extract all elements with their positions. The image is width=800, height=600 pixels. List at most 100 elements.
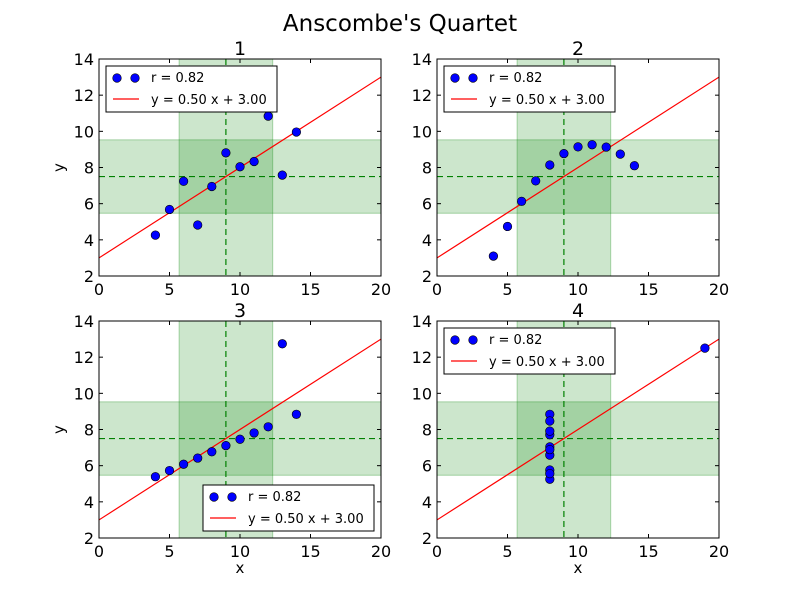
legend-label-fit: y = 0.50 x + 3.00	[489, 355, 605, 370]
y-tick-label: 2	[84, 267, 94, 286]
y-tick-label: 6	[84, 457, 94, 476]
data-point	[193, 453, 203, 463]
data-point	[502, 221, 513, 232]
y-tick-label: 6	[422, 195, 432, 214]
data-point	[700, 343, 710, 353]
subplot-4: 0 5 10 15 20 2 4 6 8 10 12 14 4 x r = 0.82 y = 0.50 x +…	[412, 300, 730, 577]
x-tick-label: 10	[230, 280, 250, 299]
data-point	[291, 409, 302, 419]
data-point	[559, 148, 569, 159]
x-tick-label: 0	[94, 542, 104, 561]
subplot-2: 0 5 10 15 20 2 4 6 8 10 12 14 2 r = 0.82 y = 0.50 x + …	[412, 38, 730, 299]
subplot-title: 1	[234, 38, 246, 60]
y-tick-label: 10	[412, 122, 432, 141]
legend-marker	[227, 492, 237, 502]
data-point	[207, 181, 217, 192]
x-axis-label: x	[236, 559, 245, 577]
legend-label-points: r = 0.82	[151, 71, 204, 86]
x-tick-label: 0	[432, 542, 442, 561]
x-tick-label: 0	[432, 280, 442, 299]
x-tick-label: 15	[638, 542, 658, 561]
y-tick-label: 12	[412, 348, 432, 367]
legend-label-points: r = 0.82	[248, 490, 301, 505]
legend-marker	[450, 335, 460, 345]
y-axis-label: y	[50, 425, 68, 434]
legend: r = 0.82 y = 0.50 x + 3.00	[202, 484, 375, 532]
data-point	[545, 160, 555, 170]
legend: r = 0.82 y = 0.50 x + 3.00	[443, 65, 616, 113]
data-point	[291, 127, 302, 137]
data-point	[601, 142, 611, 152]
x-tick-label: 20	[709, 280, 729, 299]
data-point	[249, 428, 259, 438]
data-point	[235, 434, 245, 444]
x-tick-label: 15	[300, 280, 320, 299]
fit-line	[437, 338, 719, 521]
data-point	[545, 444, 555, 455]
data-point	[573, 142, 583, 152]
data-point	[249, 156, 259, 167]
legend-label-fit: y = 0.50 x + 3.00	[489, 93, 605, 108]
data-point	[277, 170, 287, 180]
data-point	[179, 459, 189, 469]
data-point	[545, 426, 555, 436]
subplot-title: 2	[572, 38, 584, 60]
data-point	[164, 465, 175, 476]
legend-marker	[468, 73, 478, 83]
data-point	[516, 196, 527, 206]
x-tick-label: 5	[502, 542, 512, 561]
y-tick-label: 10	[74, 384, 94, 403]
y-tick-label: 2	[422, 267, 432, 286]
data-point	[221, 440, 231, 451]
x-tick-label: 20	[371, 280, 391, 299]
legend-marker	[209, 492, 219, 502]
subplot-1: 0 5 10 15 20 2 4 6 8 10 12 14 1 y r = 0.82 y = 0.50 x +…	[50, 38, 391, 299]
y-tick-label: 14	[74, 50, 94, 69]
x-tick-label: 10	[568, 542, 588, 561]
x-tick-label: 15	[300, 542, 320, 561]
data-point	[531, 176, 541, 186]
legend-label-points: r = 0.82	[489, 333, 542, 348]
data-point	[277, 339, 287, 349]
y-tick-label: 6	[422, 457, 432, 476]
fit-line	[99, 338, 381, 521]
y-tick-label: 14	[412, 312, 432, 331]
legend: r = 0.82 y = 0.50 x + 3.00	[443, 327, 616, 375]
y-tick-label: 4	[84, 231, 94, 250]
x-tick-label: 10	[230, 542, 250, 561]
y-tick-label: 8	[84, 159, 94, 178]
legend: r = 0.82 y = 0.50 x + 3.00	[105, 65, 278, 113]
data-point	[488, 251, 499, 261]
data-point	[150, 472, 160, 482]
x-tick-label: 5	[164, 280, 174, 299]
y-tick-label: 4	[422, 231, 432, 250]
legend-marker	[468, 335, 478, 345]
data-point	[235, 162, 245, 172]
x-axis-label: x	[574, 559, 583, 577]
x-tick-label: 10	[568, 280, 588, 299]
y-tick-label: 2	[422, 529, 432, 548]
legend-marker	[450, 73, 460, 83]
data-point	[545, 469, 555, 479]
x-tick-label: 0	[94, 280, 104, 299]
y-tick-label: 4	[84, 493, 94, 512]
legend-marker	[112, 73, 122, 83]
data-point	[193, 220, 203, 230]
data-point	[150, 230, 160, 240]
data-point	[615, 149, 625, 159]
legend-marker	[130, 73, 140, 83]
x-tick-label: 20	[709, 542, 729, 561]
x-tick-label: 15	[638, 280, 658, 299]
data-point	[221, 148, 231, 158]
y-tick-label: 8	[422, 159, 432, 178]
data-point	[263, 422, 273, 432]
data-point	[587, 140, 597, 150]
y-tick-label: 12	[74, 348, 94, 367]
subplot-3: 0 5 10 15 20 2 4 6 8 10 12 14 3 x y r = 0.82 y = 0.50 x …	[50, 300, 391, 577]
data-point	[179, 176, 189, 186]
legend-label-points: r = 0.82	[489, 71, 542, 86]
subplot-title: 3	[234, 300, 246, 322]
y-tick-label: 10	[74, 122, 94, 141]
data-point	[629, 161, 640, 171]
